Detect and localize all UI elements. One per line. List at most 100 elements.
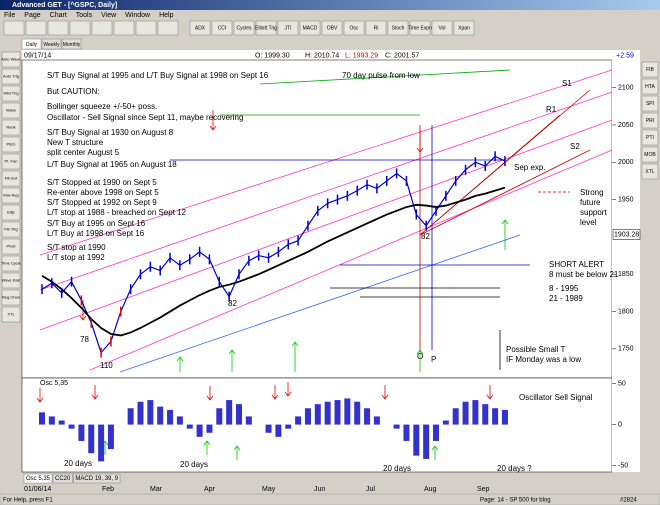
price-line	[41, 155, 506, 354]
menu-item[interactable]: View	[101, 12, 117, 19]
toolbar-label: Ri	[374, 25, 379, 31]
toolbar-button[interactable]	[409, 20, 431, 36]
tool-button[interactable]	[1, 136, 21, 153]
toolbar-icon[interactable]	[157, 20, 179, 36]
annotation: support	[580, 208, 607, 217]
toolbar-label: Stoch	[392, 25, 405, 31]
status-bar	[0, 493, 660, 505]
tool-button[interactable]	[641, 95, 659, 112]
period-tab[interactable]	[21, 38, 42, 50]
tool-button[interactable]	[1, 187, 21, 204]
toolbar-button[interactable]	[189, 20, 211, 36]
annotation: S/T Buy at 1995 on Sept 16	[47, 219, 146, 228]
menu-item[interactable]: Help	[159, 12, 174, 19]
toolbar-button[interactable]	[255, 20, 277, 36]
annotation: Possible Small T	[506, 345, 566, 354]
menu-item[interactable]: Page	[24, 12, 40, 19]
annotation: P	[431, 355, 436, 364]
annotation: level	[580, 218, 597, 227]
tool-button[interactable]	[1, 204, 21, 221]
tool-button[interactable]	[641, 61, 659, 78]
tool-label: Time Cycle	[1, 261, 22, 266]
toolbar-button[interactable]	[321, 20, 343, 36]
menu-item[interactable]: Tools	[76, 12, 93, 19]
tool-button[interactable]	[1, 102, 21, 119]
toolbar-button[interactable]	[277, 20, 299, 36]
info-high: H: 2010.74	[305, 52, 339, 59]
tool-button[interactable]	[1, 272, 21, 289]
toolbar-label: MACD	[303, 25, 318, 31]
x-axis-label: Sep	[477, 486, 490, 493]
tool-button[interactable]	[641, 78, 659, 95]
osc-bar	[157, 406, 164, 425]
toolbar-icon[interactable]	[47, 20, 69, 36]
tool-button[interactable]	[1, 68, 21, 85]
toolbar-icon[interactable]	[3, 20, 25, 36]
tool-button[interactable]	[1, 170, 21, 187]
osc-bar	[393, 424, 400, 429]
tool-button[interactable]	[1, 119, 21, 136]
period-tab-label: Weekly	[43, 42, 60, 48]
menu-item[interactable]: Window	[125, 12, 151, 19]
toolbar-icon[interactable]	[69, 20, 91, 36]
tool-button[interactable]	[1, 238, 21, 255]
toolbar-icon[interactable]	[113, 20, 135, 36]
price-panel	[21, 59, 613, 379]
axis-panel	[612, 60, 640, 472]
toolbar-button[interactable]	[431, 20, 453, 36]
tool-button[interactable]	[1, 221, 21, 238]
period-tab[interactable]	[61, 38, 82, 50]
annotation: split center August 5	[47, 148, 120, 157]
annotation: 20 days ?	[497, 464, 532, 473]
toolbar-button[interactable]	[343, 20, 365, 36]
x-axis-label: May	[262, 486, 276, 493]
tool-button[interactable]	[1, 255, 21, 272]
tool-button[interactable]	[641, 146, 659, 163]
tool-button[interactable]	[1, 289, 21, 306]
channel-line	[39, 119, 613, 331]
menu-item[interactable]: File	[4, 12, 15, 19]
annotation: L/T Buy Signal at 1965 on August 18	[47, 160, 177, 169]
title-bar	[0, 0, 660, 10]
osc-bar	[176, 416, 183, 425]
y-tick-label: 1800	[618, 308, 634, 315]
tool-button[interactable]	[641, 129, 659, 146]
tool-button[interactable]	[1, 306, 21, 323]
annotation: 21 - 1989	[549, 294, 583, 303]
tool-label: PRI	[646, 118, 654, 124]
tool-label: MOB	[644, 152, 656, 158]
period-tab[interactable]	[41, 38, 62, 50]
indicator-tab[interactable]	[73, 473, 121, 484]
period-tab-label: Monthly	[63, 42, 81, 48]
osc-bar	[344, 398, 351, 425]
annotation: L/T Buy at 1998 on Sept 16	[47, 229, 145, 238]
toolbar-button[interactable]	[387, 20, 409, 36]
osc-bar	[364, 408, 371, 425]
tool-label: HTA	[645, 84, 655, 90]
toolbar-button[interactable]	[453, 20, 475, 36]
annotation: future	[580, 198, 601, 207]
tool-button[interactable]	[641, 112, 659, 129]
tool-label: Auto Trig	[3, 74, 19, 79]
indicator-tab[interactable]	[52, 473, 73, 484]
toolbar-button[interactable]	[233, 20, 255, 36]
tool-button[interactable]	[1, 51, 21, 68]
osc-bar	[324, 401, 331, 425]
tool-button[interactable]	[641, 163, 659, 180]
toolbar-icon[interactable]	[91, 20, 113, 36]
tool-button[interactable]	[1, 85, 21, 102]
toolbar-button[interactable]	[211, 20, 233, 36]
annotation: S1	[562, 79, 572, 88]
toolbar-button[interactable]	[299, 20, 321, 36]
menu-item[interactable]: Chart	[50, 12, 67, 19]
toolbar-button[interactable]	[365, 20, 387, 36]
toolbar-icon[interactable]	[25, 20, 47, 36]
tool-label: Pivot	[7, 244, 17, 249]
annotation: 82	[228, 299, 237, 308]
toolbar-icon[interactable]	[135, 20, 157, 36]
tool-label: SPI	[646, 101, 654, 107]
indicator-tab[interactable]	[23, 473, 53, 484]
tool-button[interactable]	[1, 153, 21, 170]
annotation: But CAUTION:	[47, 87, 99, 96]
annotation: R1	[546, 105, 557, 114]
